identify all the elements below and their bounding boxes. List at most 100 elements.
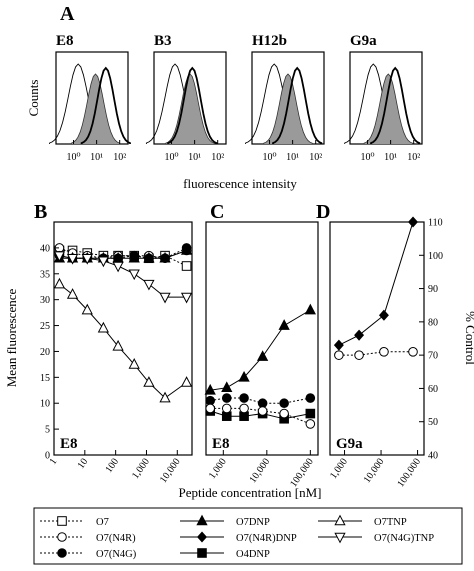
point-o7tnp <box>97 321 110 333</box>
legend-item-o7(n4r): O7(N4R) <box>40 532 136 544</box>
panel-b-x-tick-label: 1 <box>48 456 60 466</box>
left-y-tick-label: 10 <box>40 399 50 410</box>
legend-label: O7TNP <box>374 517 407 528</box>
panel-b-plot: 1 10 100 1,000 10,000 0 5 10 15 20 25 30 35 40 <box>40 243 193 485</box>
point-o7(n4g)tnp <box>66 253 79 265</box>
point-o7(n4g) <box>239 393 249 403</box>
hist-name-h12b: H12b <box>252 33 287 49</box>
point-o7dnp <box>143 251 155 263</box>
hist-h12b-curve-filled <box>263 73 313 144</box>
hist-h12b-xtick: 10¹ <box>286 152 299 163</box>
legend-label: O7(N4G) <box>96 549 137 560</box>
point-o7(n4r) <box>239 403 249 414</box>
mean-fluorescence-label: Mean fluorescence <box>4 289 19 388</box>
point-o7tnp <box>143 376 155 387</box>
panel-d-corner-label: G9a <box>336 436 363 452</box>
point-o7(n4g)tnp <box>112 261 124 273</box>
point-o7(n4g)tnp <box>143 279 155 291</box>
legend-label: O7DNP <box>236 517 270 528</box>
series-line-o7dnp <box>210 309 311 391</box>
legend-label: O4DNP <box>236 549 270 560</box>
point-o7dnp <box>159 251 171 263</box>
peptide-concentration-label: Peptide concentration [nM] <box>179 485 322 500</box>
panel-b-x-tick-label: 100 <box>103 456 121 475</box>
hist-e8-xtick: 10¹ <box>90 152 103 163</box>
panel-d-x-tick-label: 1,000 <box>328 456 350 481</box>
point-o7dnp <box>278 319 290 330</box>
point-o7dnp <box>238 370 250 382</box>
point-o7(n4g)tnp <box>128 269 140 281</box>
legend-item-o7(n4g): O7(N4G) <box>40 548 137 560</box>
legend-label: O7 <box>96 517 109 528</box>
panel-b-corner-label: E8 <box>60 436 78 452</box>
point-o7(n4r) <box>334 350 344 360</box>
legend-marker-o7(n4r)dnp <box>197 531 207 543</box>
point-o7tnp <box>159 391 171 403</box>
point-o7(n4g) <box>279 398 289 409</box>
right-y-tick-label: 70 <box>428 351 438 362</box>
histogram-curves <box>49 63 421 145</box>
legend-item-o4dnp: O4DNP <box>180 548 270 560</box>
panel-b-frame <box>53 221 193 456</box>
point-o7dnp <box>204 383 216 395</box>
hist-g9a-xtick: 10¹ <box>384 152 397 163</box>
point-o7(n4r)dnp <box>354 329 365 341</box>
legend-label: O7(N4R)DNP <box>236 533 297 544</box>
point-o7(n4r) <box>408 347 418 357</box>
right-y-tick-label: 90 <box>428 284 438 295</box>
legend-marker-o7tnp <box>334 514 346 526</box>
point-o7tnp <box>112 339 124 351</box>
left-y-tick-label: 40 <box>40 243 50 254</box>
legend: O7 O7DNP O7TNP O7(N4R) O7(N4R)DNP O7(N4G)TNP O… <box>40 514 434 560</box>
point-o7tnp <box>180 376 193 387</box>
hist-name-e8: E8 <box>56 33 74 49</box>
point-o7dnp <box>256 350 269 361</box>
point-o7(n4r)dnp <box>333 339 344 351</box>
hist-ylabel: Counts <box>26 80 41 117</box>
right-y-tick-label: 50 <box>428 417 438 428</box>
panel-d-frame <box>329 221 425 456</box>
point-o7(n4r) <box>257 406 268 416</box>
point-o7(n4g) <box>221 393 232 403</box>
hist-h12b-curve-bold <box>272 66 323 145</box>
left-y-tick-label: 15 <box>40 373 50 384</box>
point-o7(n4g)tnp <box>97 256 110 268</box>
hist-b3-xtick: 10¹ <box>188 152 201 163</box>
point-o7(n4r)dnp <box>408 216 418 228</box>
legend-item-o7: O7 <box>40 516 109 528</box>
hist-name-b3: B3 <box>154 33 172 49</box>
hist-g9a-xtick: 10⁰ <box>361 152 375 163</box>
hist-g9a-curve-filled <box>363 73 413 145</box>
left-y-tick-label: 20 <box>40 347 50 358</box>
hist-name-g9a: G9a <box>350 33 377 49</box>
panel-b-x-tick-label: 1,000 <box>130 456 152 481</box>
point-o7(n4g)tnp <box>159 292 171 304</box>
legend-marker-o4dnp <box>197 548 207 558</box>
hist-h12b-xtick: 10² <box>309 152 322 163</box>
point-o7(n4r) <box>205 403 216 414</box>
point-o7(n4r)dnp <box>378 309 389 321</box>
legend-item-o7(n4r)dnp: O7(N4R)DNP <box>180 531 297 544</box>
hist-e8-curve-bold <box>80 66 131 145</box>
left-y-tick-label: 25 <box>40 321 50 332</box>
point-o7 <box>181 261 192 271</box>
legend-marker-o7dnp <box>196 514 208 526</box>
point-o7(n4r) <box>379 347 389 357</box>
panel-label-a: A <box>60 3 75 25</box>
hist-b3-xtick: 10² <box>211 152 224 163</box>
legend-marker-o7(n4r) <box>57 532 67 542</box>
panel-c-frame <box>205 221 319 456</box>
legend-item-o7dnp: O7DNP <box>180 514 270 528</box>
legend-box <box>33 507 463 565</box>
hist-b3-curve-filled <box>165 73 215 144</box>
left-y-tick-label: 0 <box>45 451 50 462</box>
point-o4dnp <box>305 408 316 419</box>
panel-label-d: D <box>316 201 330 223</box>
point-o7dnp <box>128 251 140 263</box>
series-line-o7 <box>59 250 187 267</box>
point-o7tnp <box>66 288 79 299</box>
right-y-tick-label: 110 <box>428 218 443 229</box>
series-line-o7tnp <box>59 283 187 399</box>
